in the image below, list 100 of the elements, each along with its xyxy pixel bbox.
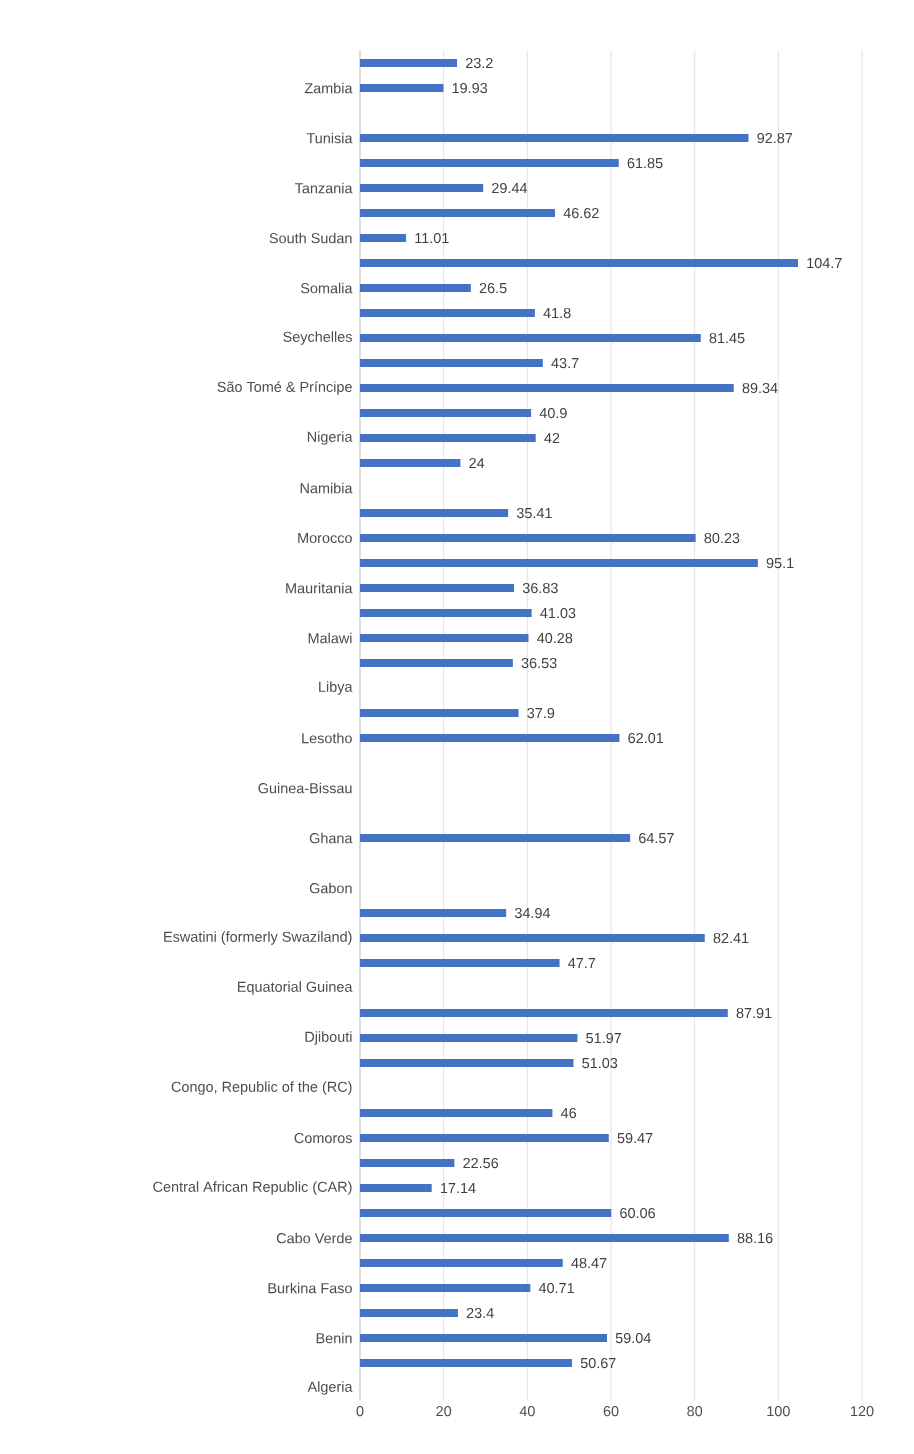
data-label: 40.9 bbox=[539, 407, 567, 419]
y-tick-label: Nigeria bbox=[307, 431, 353, 445]
bar bbox=[360, 1284, 531, 1293]
bar bbox=[360, 359, 543, 368]
bar bbox=[360, 1234, 729, 1243]
data-label: 95.1 bbox=[766, 557, 794, 569]
data-label: 29.44 bbox=[492, 182, 528, 194]
bar bbox=[360, 334, 701, 343]
y-tick-label: Namibia bbox=[300, 482, 353, 494]
data-label: 37.9 bbox=[527, 707, 555, 719]
y-tick-label: Central African Republic (CAR) bbox=[153, 1181, 352, 1195]
y-tick-label: Benin bbox=[316, 1332, 352, 1344]
y-tick-label: Malawi bbox=[308, 632, 352, 644]
data-label: 23.2 bbox=[465, 57, 493, 69]
x-tick-label: 20 bbox=[436, 1406, 452, 1417]
data-label: 35.41 bbox=[516, 507, 552, 519]
bar bbox=[360, 1134, 609, 1143]
data-label: 36.53 bbox=[521, 657, 557, 669]
data-label: 51.97 bbox=[586, 1032, 622, 1044]
y-tick-label: Algeria bbox=[307, 1381, 353, 1395]
y-tick-label: Ghana bbox=[309, 832, 353, 844]
data-label: 51.03 bbox=[582, 1057, 618, 1069]
bar bbox=[360, 1259, 563, 1268]
data-label: 26.5 bbox=[479, 282, 507, 294]
y-tick-label: Cabo Verde bbox=[276, 1232, 352, 1244]
y-tick-label: Eswatini (formerly Swaziland) bbox=[164, 931, 352, 945]
bar bbox=[360, 209, 556, 218]
data-label: 17.14 bbox=[441, 1183, 476, 1193]
bar bbox=[360, 559, 758, 568]
bar bbox=[360, 234, 407, 243]
x-tick-label: 80 bbox=[687, 1406, 703, 1417]
bar bbox=[360, 184, 484, 193]
bar bbox=[360, 1059, 574, 1068]
data-label: 87.91 bbox=[736, 1007, 772, 1019]
bar bbox=[360, 1209, 612, 1218]
y-tick-label: Burkina Faso bbox=[268, 1282, 352, 1294]
data-label: 81.45 bbox=[709, 332, 745, 344]
bar bbox=[360, 1309, 458, 1318]
bar bbox=[360, 834, 631, 843]
data-label: 80.23 bbox=[704, 532, 740, 544]
y-tick-label: Tanzania bbox=[294, 182, 353, 194]
data-label: 46.62 bbox=[563, 207, 599, 219]
bar bbox=[360, 534, 696, 543]
bar bbox=[360, 934, 705, 943]
y-tick-label: Comoros bbox=[294, 1132, 352, 1144]
bar bbox=[360, 609, 532, 618]
data-label: 40.71 bbox=[538, 1282, 574, 1294]
bar bbox=[360, 909, 507, 918]
y-tick-label: Lesotho bbox=[302, 732, 352, 744]
bar bbox=[360, 1009, 728, 1018]
bar bbox=[360, 309, 535, 318]
x-tick-label: 120 bbox=[851, 1406, 874, 1417]
bar bbox=[360, 1034, 578, 1043]
data-label: 59.04 bbox=[615, 1332, 651, 1344]
data-label: 41.8 bbox=[543, 307, 571, 319]
bar bbox=[360, 409, 532, 418]
data-label: 47.7 bbox=[568, 958, 596, 968]
y-tick-label: Zambia bbox=[304, 82, 353, 94]
y-tick-label: South Sudan bbox=[269, 232, 352, 244]
data-label: 48.47 bbox=[571, 1257, 607, 1269]
data-label: 61.85 bbox=[627, 157, 663, 169]
y-tick-label: São Tomé & Príncipe bbox=[217, 381, 352, 395]
bar bbox=[360, 134, 749, 143]
data-label: 42 bbox=[544, 432, 560, 444]
y-tick-label: Guinea-Bissau bbox=[258, 782, 352, 794]
data-label: 82.41 bbox=[713, 932, 749, 944]
data-label: 41.03 bbox=[540, 607, 576, 619]
data-label: 34.94 bbox=[514, 907, 551, 919]
y-tick-label: Morocco bbox=[298, 532, 352, 544]
bar bbox=[360, 384, 734, 393]
data-label: 43.7 bbox=[551, 357, 579, 369]
bar bbox=[360, 959, 560, 968]
y-tick-label: Libya bbox=[319, 681, 353, 695]
bar bbox=[360, 1359, 572, 1368]
bar bbox=[360, 259, 798, 268]
x-tick-label: 40 bbox=[519, 1406, 535, 1417]
bar bbox=[360, 634, 529, 643]
data-label: 88.16 bbox=[737, 1232, 773, 1244]
data-label: 50.67 bbox=[580, 1357, 616, 1369]
bar bbox=[360, 59, 458, 68]
data-label: 36.83 bbox=[522, 582, 558, 594]
data-label: 62.01 bbox=[628, 732, 664, 744]
data-label: 92.87 bbox=[757, 132, 793, 144]
bar bbox=[360, 1184, 432, 1193]
bar bbox=[360, 509, 509, 518]
bar bbox=[360, 284, 471, 293]
x-tick-label: 100 bbox=[767, 1406, 790, 1417]
data-label: 24 bbox=[469, 457, 485, 469]
data-label: 59.47 bbox=[617, 1132, 653, 1144]
y-tick-label: Tunisia bbox=[306, 132, 353, 144]
bar bbox=[360, 734, 620, 743]
data-label: 40.28 bbox=[537, 632, 573, 644]
data-label: 64.57 bbox=[639, 832, 674, 844]
data-label: 23.4 bbox=[466, 1307, 494, 1319]
y-tick-label: Gabon bbox=[309, 882, 352, 894]
y-tick-label: Seychelles bbox=[283, 331, 352, 345]
bar bbox=[360, 709, 519, 718]
y-tick-label: Mauritania bbox=[286, 582, 353, 594]
bar bbox=[360, 84, 444, 93]
bar bbox=[360, 1109, 553, 1118]
